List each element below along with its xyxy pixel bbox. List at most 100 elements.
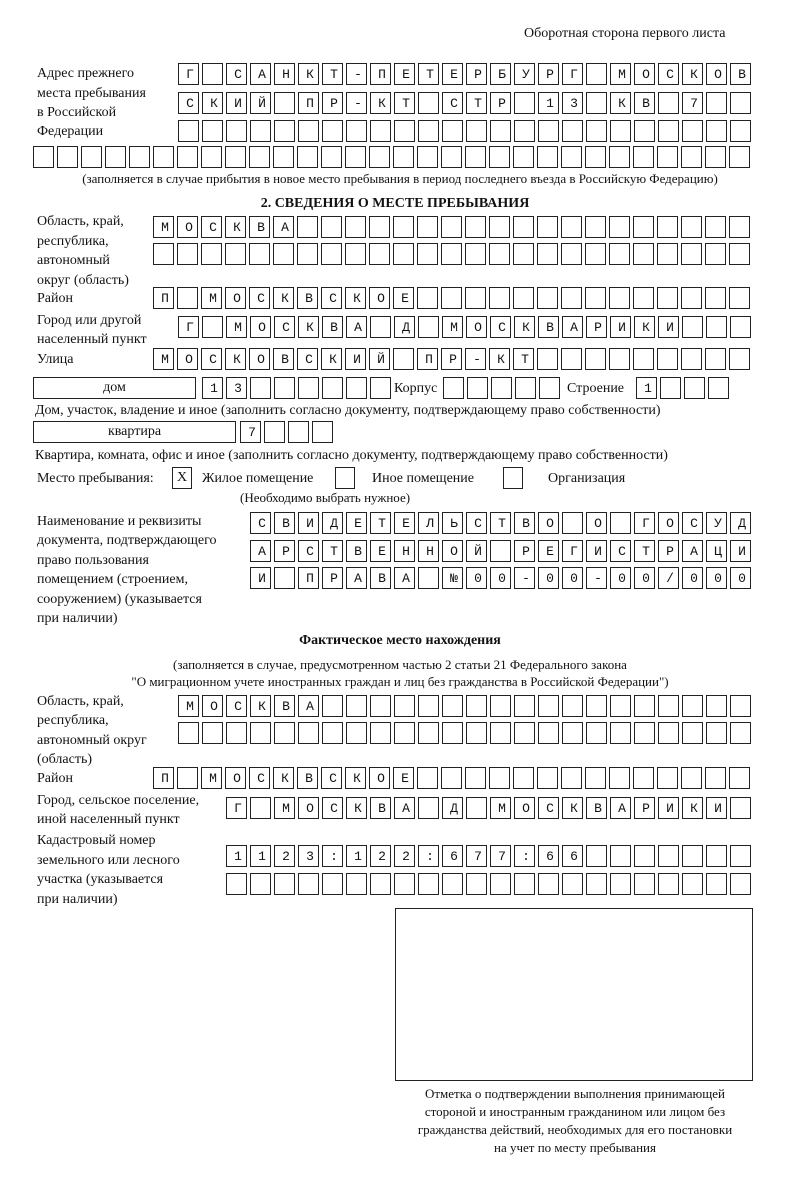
char-cell[interactable]	[561, 287, 582, 309]
char-cell[interactable]	[610, 540, 631, 562]
char-cell[interactable]	[586, 63, 607, 85]
char-cell[interactable]	[609, 243, 630, 265]
char-cell[interactable]	[249, 243, 270, 265]
char-cell[interactable]	[466, 512, 487, 534]
char-cell[interactable]	[658, 63, 679, 85]
char-cell[interactable]	[370, 120, 391, 142]
char-cell[interactable]	[465, 767, 486, 789]
char-cell[interactable]	[321, 216, 342, 238]
char-cell[interactable]	[467, 377, 488, 399]
char-cell[interactable]	[226, 873, 247, 895]
char-cell[interactable]	[610, 845, 631, 867]
char-cell[interactable]	[225, 767, 246, 789]
char-cell[interactable]	[634, 120, 655, 142]
char-cell[interactable]	[514, 63, 535, 85]
char-cell[interactable]	[288, 421, 309, 443]
char-cell[interactable]	[538, 512, 559, 534]
char-cell[interactable]	[370, 722, 391, 744]
char-cell[interactable]	[538, 316, 559, 338]
char-cell[interactable]	[273, 348, 294, 370]
char-cell[interactable]	[249, 146, 270, 168]
char-cell[interactable]	[370, 63, 391, 85]
char-cell[interactable]	[586, 512, 607, 534]
char-cell[interactable]	[561, 243, 582, 265]
char-cell[interactable]	[538, 120, 559, 142]
char-cell[interactable]	[730, 316, 751, 338]
char-cell[interactable]	[538, 540, 559, 562]
char-cell[interactable]	[345, 767, 366, 789]
char-cell[interactable]	[562, 873, 583, 895]
char-cell[interactable]	[585, 216, 606, 238]
char-cell[interactable]	[682, 120, 703, 142]
char-cell[interactable]	[585, 243, 606, 265]
char-cell[interactable]	[490, 540, 511, 562]
char-cell[interactable]	[730, 873, 751, 895]
char-cell[interactable]	[250, 512, 271, 534]
char-cell[interactable]	[226, 377, 247, 399]
char-cell[interactable]	[178, 695, 199, 717]
char-cell[interactable]	[177, 146, 198, 168]
char-cell[interactable]	[489, 243, 510, 265]
char-cell[interactable]	[226, 797, 247, 819]
char-cell[interactable]	[441, 348, 462, 370]
char-cell[interactable]	[322, 567, 343, 589]
char-cell[interactable]	[274, 92, 295, 114]
char-cell[interactable]	[394, 540, 415, 562]
char-cell[interactable]	[369, 146, 390, 168]
char-cell[interactable]	[226, 722, 247, 744]
char-cell[interactable]	[657, 243, 678, 265]
char-cell[interactable]	[513, 243, 534, 265]
char-cell[interactable]	[298, 567, 319, 589]
char-cell[interactable]	[442, 695, 463, 717]
char-cell[interactable]	[658, 797, 679, 819]
char-cell[interactable]	[202, 120, 223, 142]
char-cell[interactable]	[273, 767, 294, 789]
char-cell[interactable]	[393, 243, 414, 265]
char-cell[interactable]	[682, 63, 703, 85]
char-cell[interactable]	[586, 797, 607, 819]
char-cell[interactable]	[490, 873, 511, 895]
char-cell[interactable]	[489, 146, 510, 168]
char-cell[interactable]	[657, 146, 678, 168]
checkbox-other-premises[interactable]	[335, 467, 355, 489]
char-cell[interactable]	[346, 512, 367, 534]
char-cell[interactable]	[321, 287, 342, 309]
char-cell[interactable]	[370, 92, 391, 114]
char-cell[interactable]	[705, 767, 726, 789]
char-cell[interactable]	[658, 316, 679, 338]
char-cell[interactable]	[322, 316, 343, 338]
char-cell[interactable]	[201, 146, 222, 168]
char-cell[interactable]	[706, 120, 727, 142]
char-cell[interactable]	[705, 348, 726, 370]
char-cell[interactable]	[513, 146, 534, 168]
char-cell[interactable]	[538, 797, 559, 819]
char-cell[interactable]	[322, 845, 343, 867]
char-cell[interactable]	[730, 722, 751, 744]
char-cell[interactable]	[706, 540, 727, 562]
char-cell[interactable]	[225, 348, 246, 370]
char-cell[interactable]	[369, 348, 390, 370]
char-cell[interactable]	[705, 146, 726, 168]
char-cell[interactable]	[562, 92, 583, 114]
checkbox-organization[interactable]	[503, 467, 523, 489]
char-cell[interactable]	[682, 722, 703, 744]
char-cell[interactable]	[418, 797, 439, 819]
char-cell[interactable]	[489, 348, 510, 370]
char-cell[interactable]	[322, 92, 343, 114]
char-cell[interactable]	[514, 316, 535, 338]
char-cell[interactable]	[178, 722, 199, 744]
char-cell[interactable]	[610, 92, 631, 114]
char-cell[interactable]	[586, 120, 607, 142]
char-cell[interactable]	[609, 216, 630, 238]
char-cell[interactable]	[681, 348, 702, 370]
char-cell[interactable]	[730, 92, 751, 114]
char-cell[interactable]	[562, 845, 583, 867]
char-cell[interactable]	[250, 567, 271, 589]
char-cell[interactable]	[394, 797, 415, 819]
char-cell[interactable]	[370, 316, 391, 338]
char-cell[interactable]	[682, 316, 703, 338]
char-cell[interactable]	[274, 722, 295, 744]
char-cell[interactable]	[610, 512, 631, 534]
char-cell[interactable]	[250, 63, 271, 85]
char-cell[interactable]	[538, 695, 559, 717]
